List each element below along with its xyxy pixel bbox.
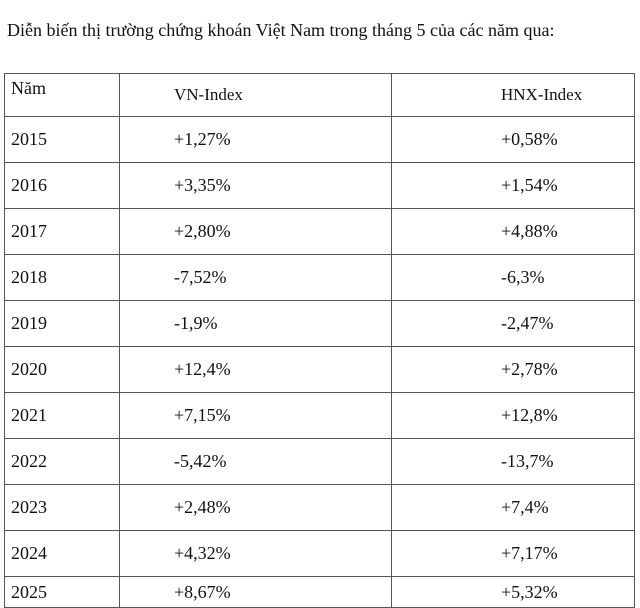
cell-hnx-index: +4,88% xyxy=(391,208,635,255)
table-row: 2020 +12,4% +2,78% xyxy=(4,346,635,393)
table-row: 2018 -7,52% -6,3% xyxy=(4,254,635,301)
cell-hnx-index: +12,8% xyxy=(391,392,635,439)
cell-hnx-index: -13,7% xyxy=(391,438,635,485)
cell-year: 2024 xyxy=(4,530,120,577)
cell-vn-index: -1,9% xyxy=(119,300,392,347)
cell-year: 2016 xyxy=(4,162,120,209)
market-table: Năm VN-Index HNX-Index 2015 +1,27% +0,58… xyxy=(4,73,635,608)
cell-year: 2018 xyxy=(4,254,120,301)
cell-vn-index: +7,15% xyxy=(119,392,392,439)
cell-year: 2025 xyxy=(4,576,120,608)
cell-vn-index: +12,4% xyxy=(119,346,392,393)
cell-year: 2015 xyxy=(4,116,120,163)
cell-year: 2017 xyxy=(4,208,120,255)
cell-year: 2023 xyxy=(4,484,120,531)
table-row: 2025 +8,67% +5,32% xyxy=(4,576,635,608)
table-row: 2017 +2,80% +4,88% xyxy=(4,208,635,255)
table-row: 2024 +4,32% +7,17% xyxy=(4,530,635,577)
cell-vn-index: +3,35% xyxy=(119,162,392,209)
cell-vn-index: +2,48% xyxy=(119,484,392,531)
cell-vn-index: +4,32% xyxy=(119,530,392,577)
table-row: 2021 +7,15% +12,8% xyxy=(4,392,635,439)
table-row: 2016 +3,35% +1,54% xyxy=(4,162,635,209)
cell-vn-index: +1,27% xyxy=(119,116,392,163)
table-row: 2022 -5,42% -13,7% xyxy=(4,438,635,485)
cell-hnx-index: -2,47% xyxy=(391,300,635,347)
cell-hnx-index: +1,54% xyxy=(391,162,635,209)
cell-year: 2021 xyxy=(4,392,120,439)
cell-year: 2020 xyxy=(4,346,120,393)
table-header-row: Năm VN-Index HNX-Index xyxy=(4,73,635,117)
cell-vn-index: -7,52% xyxy=(119,254,392,301)
cell-hnx-index: +7,4% xyxy=(391,484,635,531)
cell-year: 2019 xyxy=(4,300,120,347)
table-row: 2015 +1,27% +0,58% xyxy=(4,116,635,163)
table-caption: Diễn biến thị trường chứng khoán Việt Na… xyxy=(7,20,555,40)
cell-year: 2022 xyxy=(4,438,120,485)
cell-vn-index: +2,80% xyxy=(119,208,392,255)
cell-vn-index: +8,67% xyxy=(119,576,392,608)
cell-hnx-index: -6,3% xyxy=(391,254,635,301)
header-year: Năm xyxy=(4,73,120,117)
cell-hnx-index: +5,32% xyxy=(391,576,635,608)
cell-hnx-index: +2,78% xyxy=(391,346,635,393)
cell-hnx-index: +7,17% xyxy=(391,530,635,577)
table-row: 2023 +2,48% +7,4% xyxy=(4,484,635,531)
cell-hnx-index: +0,58% xyxy=(391,116,635,163)
header-vn-index: VN-Index xyxy=(119,73,392,117)
header-hnx-index: HNX-Index xyxy=(391,73,635,117)
cell-vn-index: -5,42% xyxy=(119,438,392,485)
table-row: 2019 -1,9% -2,47% xyxy=(4,300,635,347)
